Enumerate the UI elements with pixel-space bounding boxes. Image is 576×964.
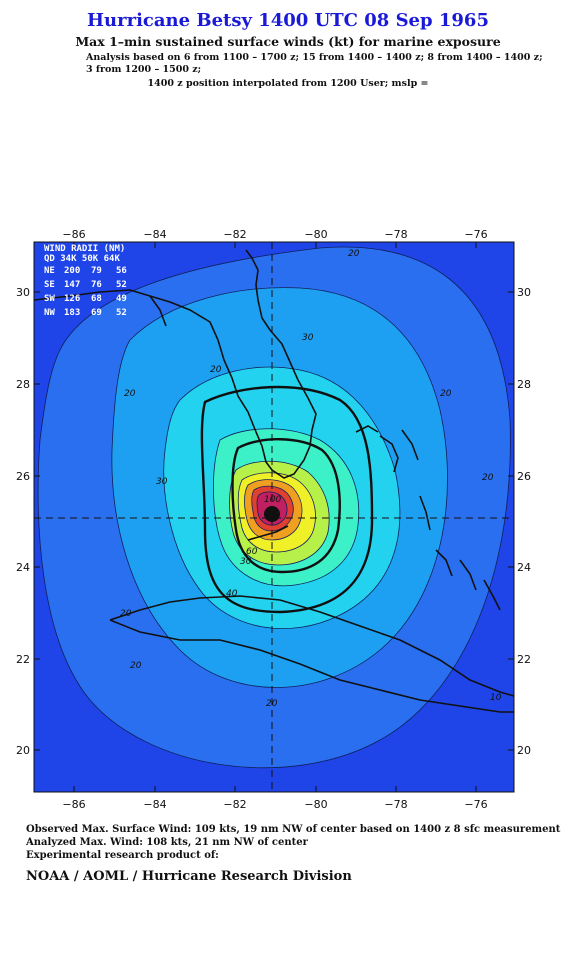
radii-qd: NE [44,266,55,276]
coast-cuba [109,595,514,713]
radii-64k: 49 [116,294,127,304]
map-frame [33,241,515,793]
wind-radii-header: QD 34K 50K 64K [44,254,120,264]
radii-50k: 79 [91,266,102,276]
radii-64k: 56 [116,266,127,276]
lon-tick-label: −76 [464,228,487,241]
lon-tick-label: −80 [304,228,327,241]
wind-radii-row: SW 126 68 49 [44,294,127,304]
lon-tick-label: −82 [223,798,246,811]
chart-title: Hurricane Betsy 1400 UTC 08 Sep 1965 [87,10,489,31]
contour-label: 30 [240,557,252,567]
lat-tick-label: 26 [517,470,531,483]
contour-label: 20 [266,699,278,709]
lon-tick-label: −78 [384,798,407,811]
wind-radii-title: WIND RADII (NM) [44,244,125,254]
analysis-text: Analysis based on 6 from 1100 – 1700 z; … [86,52,556,76]
lon-ticks-top: −86 −84 −82 −80 −78 −76 [62,228,487,241]
lon-tick-label: −84 [143,228,166,241]
radii-34k: 147 [64,280,80,290]
coast-florida-peninsula [34,249,317,479]
lat-tick-label: 30 [517,286,531,299]
contour-label: 20 [210,365,222,375]
radii-64k: 52 [116,308,127,318]
coast-great-bahama [355,425,379,433]
radius-50kt [231,438,341,574]
contour-label: 20 [130,661,142,671]
contour-label: 20 [348,249,360,259]
center-crosshair [34,242,514,792]
lat-tick-label: 24 [517,561,531,574]
lat-tick-label: 22 [517,653,531,666]
contour-label: 40 [226,589,238,599]
radii-50k: 69 [91,308,102,318]
lat-tick-label: 26 [16,470,30,483]
chart-subtitle: Max 1–min sustained surface winds (kt) f… [75,34,501,49]
contour-label: 30 [302,333,314,343]
lat-tick-label: 28 [16,378,30,391]
radii-qd: SW [44,294,55,304]
contour-label: 30 [156,477,168,487]
lon-tick-label: −78 [384,228,407,241]
radii-34k: 183 [64,308,80,318]
analysis-line-2: 3 from 1200 – 1500 z; [86,64,202,75]
interpolation-text: 1400 z position interpolated from 1200 U… [147,78,429,89]
coast-bahamas [379,429,501,611]
contour-label: 60 [246,547,258,557]
product-note: Experimental research product of: [26,850,219,861]
contour-label: 20 [124,389,136,399]
lat-tick-label: 30 [16,286,30,299]
wind-radii-table: WIND RADII (NM) QD 34K 50K 64K NE 200 79… [44,244,127,318]
radii-50k: 76 [91,280,102,290]
lon-tick-label: −86 [62,228,85,241]
radii-qd: SE [44,280,55,290]
footer-notes: Observed Max. Surface Wind: 109 kts, 19 … [26,823,560,862]
contour-label: 20 [440,389,452,399]
coast-gulf [149,295,167,327]
observed-max-wind: Observed Max. Surface Wind: 109 kts, 19 … [26,824,561,835]
analyzed-max-wind: Analyzed Max. Wind: 108 kts, 21 nm NW of… [26,837,308,848]
wind-radii-row: SE 147 76 52 [44,280,127,290]
lat-tick-label: 28 [517,378,531,391]
contour-label: 20 [120,609,132,619]
coastlines [34,249,514,713]
lon-tick-label: −86 [62,798,85,811]
lat-tick-label: 20 [16,744,30,757]
lat-tick-label: 24 [16,561,30,574]
wind-field: 20 30 20 30 20 40 20 20 30 60 20 100 10 … [34,242,514,792]
radii-34k: 126 [64,294,80,304]
tick-marks [34,242,514,792]
lat-ticks-right: 30 28 26 24 22 20 [517,286,531,757]
analysis-line-1: Analysis based on 6 from 1100 – 1700 z; … [86,52,543,63]
coast-keys [247,525,289,541]
lon-tick-label: −84 [143,798,166,811]
contour-label: 10 [490,693,502,703]
lon-tick-label: −80 [304,798,327,811]
lon-tick-label: −76 [464,798,487,811]
lat-ticks-left: 30 28 26 24 22 20 [16,286,30,757]
wind-radii-row: NW 183 69 52 [44,308,127,318]
lon-tick-label: −82 [223,228,246,241]
wind-radii-row: NE 200 79 56 [44,266,127,276]
contour-labels: 20 30 20 30 20 40 20 20 30 60 20 100 10 … [120,249,502,709]
organization-name: NOAA / AOML / Hurricane Research Divisio… [26,869,352,884]
contour-label: 20 [482,473,494,483]
lat-tick-label: 22 [16,653,30,666]
radii-64k: 52 [116,280,127,290]
radii-qd: NW [44,308,55,318]
lat-tick-label: 20 [517,744,531,757]
radii-34k: 200 [64,266,80,276]
radii-50k: 68 [91,294,102,304]
contour-label: 100 [264,495,281,505]
lon-ticks-bottom: −86 −84 −82 −80 −78 −76 [62,798,487,811]
